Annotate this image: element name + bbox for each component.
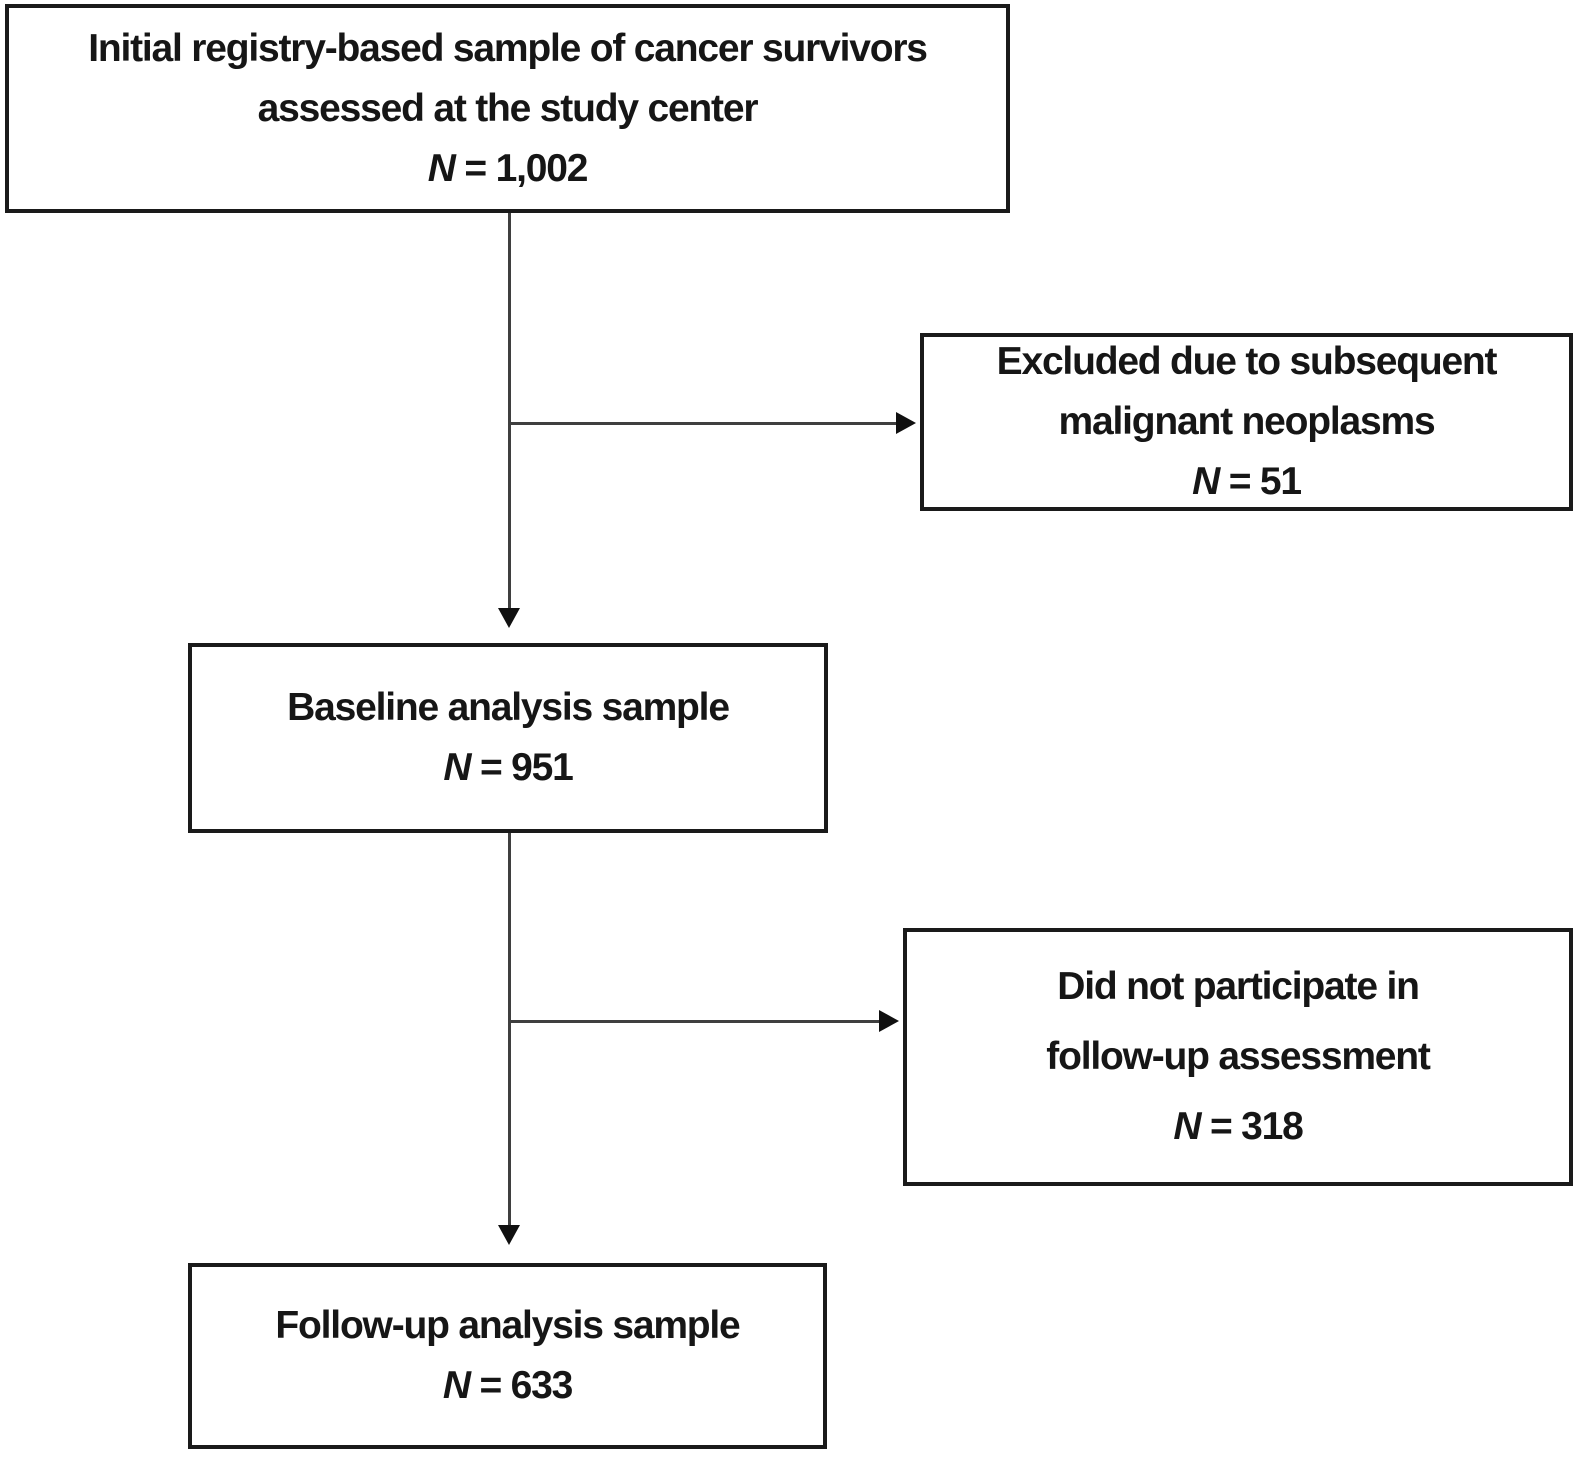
- arrowhead-right-icon: [879, 1010, 899, 1032]
- n-variable: N: [443, 746, 471, 789]
- box-text-line: Excluded due to subsequent: [996, 340, 1498, 383]
- connector-to-not-participate: [509, 1020, 879, 1023]
- n-value: = 51: [1219, 460, 1302, 503]
- box-n-line: N = 1,002: [427, 139, 589, 199]
- n-variable: N: [427, 146, 456, 190]
- box-text-line: follow-up assessment: [1046, 1035, 1431, 1078]
- arrowhead-right-icon: [896, 412, 916, 434]
- connector-baseline-to-followup: [508, 833, 511, 1225]
- box-initial-sample: Initial registry-based sample of cancer …: [5, 4, 1010, 213]
- box-text-line: assessed at the study center: [257, 86, 759, 130]
- n-value: = 1,002: [454, 146, 588, 190]
- box-n-line: N = 318: [1173, 1092, 1304, 1162]
- n-value: = 951: [470, 746, 574, 789]
- n-variable: N: [1173, 1105, 1201, 1148]
- box-text-line: Initial registry-based sample of cancer …: [88, 26, 928, 70]
- n-variable: N: [1192, 460, 1220, 503]
- box-n-line: N = 951: [443, 738, 574, 798]
- box-n-line: N = 51: [1192, 452, 1302, 512]
- arrowhead-down-icon: [498, 608, 520, 628]
- box-not-participate: Did not participate in follow-up assessm…: [903, 928, 1573, 1186]
- box-baseline-sample: Baseline analysis sample N = 951: [188, 643, 828, 833]
- n-value: = 318: [1200, 1105, 1304, 1148]
- box-text-line: Follow-up analysis sample: [275, 1304, 740, 1347]
- n-variable: N: [442, 1364, 471, 1407]
- box-n-line: N = 633: [442, 1356, 574, 1416]
- connector-to-excluded: [509, 422, 897, 425]
- connector-initial-to-baseline: [508, 213, 511, 610]
- box-text-line: Did not participate in: [1057, 965, 1420, 1008]
- box-excluded: Excluded due to subsequent malignant neo…: [920, 333, 1573, 511]
- n-value: = 633: [469, 1364, 573, 1407]
- box-text-line: malignant neoplasms: [1058, 400, 1436, 443]
- arrowhead-down-icon: [498, 1225, 520, 1245]
- box-followup-sample: Follow-up analysis sample N = 633: [188, 1263, 827, 1449]
- box-text-line: Baseline analysis sample: [287, 686, 730, 729]
